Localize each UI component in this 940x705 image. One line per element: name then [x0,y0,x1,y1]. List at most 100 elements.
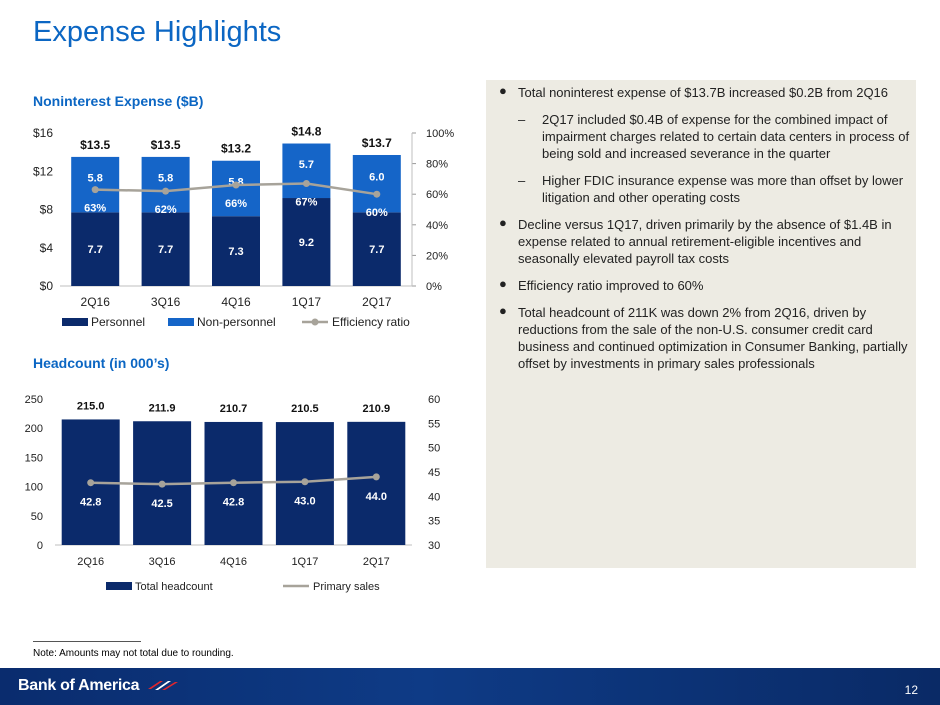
legend-label: Primary sales [313,581,380,593]
sub-bullet-item: – 2Q17 included $0.4B of expense for the … [499,111,911,162]
total-value-label: $13.5 [151,138,181,152]
primary-sales-point [372,473,380,481]
bullet-item: ● Decline versus 1Q17, driven primarily b… [499,215,911,267]
bullet-item: ● Total noninterest expense of $13.7B inc… [499,83,911,101]
note-divider [33,641,141,642]
commentary-bullets: ● Total noninterest expense of $13.7B inc… [499,83,911,382]
bullet-dot-icon: ● [499,215,507,230]
bar-nonpersonnel [71,156,120,213]
bank-logo: Bank of America [18,677,180,695]
personnel-value-label: 7.7 [158,244,173,256]
nonpersonnel-value-label: 5.8 [158,173,173,185]
legend-swatch-marker [311,318,319,326]
primary-sales-point [301,478,309,486]
y2-tick-label: 0% [426,281,442,293]
sub-bullet-item: – Higher FDIC insurance expense was more … [499,172,911,206]
headcount-value-label: 210.5 [291,403,319,415]
bullet-text: Efficiency ratio improved to 60% [518,278,704,293]
bar-personnel [71,212,120,286]
y2-tick-label: 100% [426,128,454,140]
bar-personnel [282,198,331,286]
footer-bar [0,668,940,705]
efficiency-value-label: 63% [84,203,106,215]
headcount-chart-title: Headcount (in 000’s) [33,355,170,371]
y2-tick-label: 35 [428,516,440,528]
dash-icon: – [518,173,526,188]
footnote: Note: Amounts may not total due to round… [33,648,234,659]
y-tick-label: 50 [31,511,43,523]
x-tick-label: 2Q17 [362,295,392,309]
bullet-text: 2Q17 included $0.4B of expense for the c… [542,112,910,161]
y-tick-label: 100 [25,482,43,494]
headcount-value-label: 210.9 [363,403,391,415]
x-tick-label: 1Q17 [292,295,322,309]
efficiency-ratio-point [91,186,99,194]
y2-tick-label: 60% [426,189,448,201]
y-tick-label: 0 [37,540,43,552]
page-title: Expense Highlights [33,16,282,48]
x-tick-label: 2Q16 [77,556,104,568]
legend-swatch-nonpersonnel [168,318,194,326]
total-value-label: $13.2 [221,142,251,156]
commentary-panel [486,80,916,568]
bullet-dot-icon: ● [499,303,507,318]
bullet-text: Decline versus 1Q17, driven primarily by… [518,217,892,266]
y2-tick-label: 30 [428,540,440,552]
noninterest-expense-chart: $0 $4 $8 $12 $16 0% 20% 40% 60% 80% 100% 7.7 5.8 $13.… [33,125,454,329]
y-tick-label: $12 [33,164,53,178]
x-tick-label: 4Q16 [220,556,247,568]
bullet-text: Total headcount of 211K was down 2% from… [518,305,908,371]
efficiency-ratio-point [373,190,381,198]
expense-chart-title: Noninterest Expense ($B) [33,93,204,109]
x-tick-label: 2Q16 [81,295,111,309]
legend-swatch-headcount [106,582,132,590]
nonpersonnel-value-label: 5.8 [88,173,103,185]
x-tick-label: 4Q16 [221,295,251,309]
bullet-item: ● Total headcount of 211K was down 2% fro… [499,303,911,372]
primary-sales-point [230,479,237,487]
legend-swatch-personnel [62,318,88,326]
dash-icon: – [518,112,526,127]
primary-sales-point [158,480,166,488]
efficiency-ratio-point [162,187,170,195]
personnel-value-label: 7.7 [88,244,103,256]
y-tick-label: $8 [40,203,54,217]
primary-sales-value-label: 42.8 [223,497,244,509]
y2-tick-label: 60 [428,394,440,406]
legend-label: Total headcount [135,581,213,593]
y-tick-label: $16 [33,126,53,140]
personnel-value-label: 7.7 [369,244,384,256]
efficiency-value-label: 62% [155,204,177,216]
bar-nonpersonnel [352,154,401,213]
primary-sales-value-label: 43.0 [294,496,315,508]
y2-tick-label: 40 [428,491,440,503]
bullet-text: Higher FDIC insurance expense was more t… [542,173,904,205]
y-tick-label: 250 [25,394,43,406]
y2-tick-label: 80% [426,159,448,171]
flag-logo-icon [148,681,179,690]
y-tick-label: $0 [40,279,54,293]
primary-sales-value-label: 42.8 [80,497,101,509]
y2-tick-label: 20% [426,250,448,262]
efficiency-value-label: 66% [225,198,247,210]
total-value-label: $13.5 [80,138,110,152]
nonpersonnel-value-label: 6.0 [369,172,384,184]
bar-nonpersonnel [282,143,331,199]
primary-sales-value-label: 42.5 [151,498,172,510]
y2-tick-label: 50 [428,443,440,455]
bar-personnel [212,216,260,286]
primary-sales-point [87,479,95,487]
bar-nonpersonnel [141,156,190,213]
total-value-label: $13.7 [362,136,392,150]
y-tick-label: $4 [40,241,54,255]
headcount-value-label: 210.7 [220,403,248,415]
total-value-label: $14.8 [291,125,321,139]
x-tick-label: 1Q17 [291,556,318,568]
nonpersonnel-value-label: 5.7 [299,159,314,171]
bullet-dot-icon: ● [499,276,507,291]
headcount-value-label: 211.9 [149,402,176,414]
efficiency-value-label: 60% [366,207,388,219]
y-tick-label: 150 [25,452,43,464]
legend-label: Efficiency ratio [332,315,410,329]
x-tick-label: 3Q16 [151,295,181,309]
